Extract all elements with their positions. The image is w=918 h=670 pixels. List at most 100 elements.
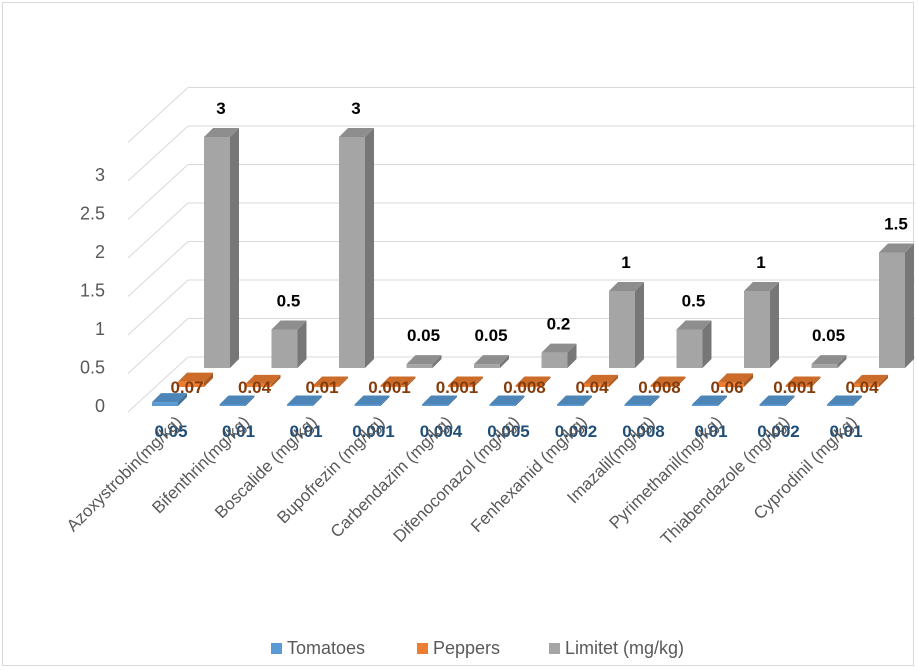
- chart-plot: 0 0.5 1 1.5 2 2.5 3 3 0.5 3 0.05 0.05 0.2 1 0.5 1 0.05 1…: [63, 87, 915, 658]
- series-peppers: [178, 372, 888, 387]
- bar-front: [380, 385, 407, 387]
- bar: [313, 376, 348, 387]
- y-tick-label: 0.5: [80, 358, 105, 378]
- bar-front: [624, 404, 651, 406]
- bar-side: [204, 372, 213, 387]
- bar-top: [489, 395, 525, 405]
- bar-top: [406, 355, 442, 365]
- bar-side: [474, 376, 483, 387]
- data-label: 0.001: [368, 378, 411, 397]
- y-tick-label: 1.5: [80, 281, 105, 301]
- bar-top: [474, 355, 509, 365]
- bar-side: [339, 376, 348, 387]
- bar-front: [448, 385, 474, 387]
- data-label: 0.2: [547, 315, 571, 334]
- bar: [245, 374, 281, 387]
- data-label: 0.04: [238, 378, 272, 397]
- legend-swatch: [549, 643, 560, 654]
- bar-front: [489, 404, 516, 406]
- bar-top: [245, 374, 281, 384]
- bar-top: [380, 376, 416, 386]
- gridline-slant: [127, 318, 189, 374]
- bar-side: [609, 374, 618, 387]
- data-label: 0.002: [757, 422, 800, 441]
- legend-item: Limitet (mg/kg): [549, 638, 684, 658]
- data-label: 0.001: [436, 378, 479, 397]
- bar: [515, 376, 551, 387]
- series-bars: [152, 128, 914, 406]
- bar-top: [515, 376, 551, 386]
- bar-front: [287, 404, 313, 406]
- data-label: 0.01: [222, 422, 255, 441]
- data-label: 0.008: [503, 378, 546, 397]
- bar-top: [853, 374, 888, 384]
- bar-front: [152, 402, 178, 406]
- bar-front: [406, 364, 433, 368]
- bar-top: [541, 343, 577, 353]
- data-label: 0.001: [773, 378, 816, 397]
- bar-top: [811, 355, 847, 365]
- bar-side: [744, 373, 753, 387]
- bar-side: [500, 355, 509, 368]
- legend-item: Peppers: [417, 638, 500, 658]
- y-axis-ticks: 0 0.5 1 1.5 2 2.5 3: [80, 165, 105, 416]
- bar-top: [448, 376, 483, 386]
- data-label: 3: [351, 99, 360, 118]
- legend-item: Tomatoes: [271, 638, 365, 658]
- bar-front: [219, 404, 246, 406]
- bar-side: [567, 343, 577, 368]
- bar-top: [827, 395, 862, 405]
- bar-side: [676, 376, 686, 387]
- bar-top: [676, 320, 712, 330]
- data-label: 3: [216, 99, 225, 118]
- y-tick-label: 3: [95, 165, 105, 185]
- bar-top: [557, 395, 592, 405]
- data-label: 1: [621, 253, 630, 272]
- bar-front: [811, 364, 838, 368]
- bar-side: [702, 320, 712, 368]
- gridline-slant: [127, 87, 189, 143]
- legend-swatch: [271, 643, 282, 654]
- bar-top: [422, 395, 457, 405]
- bar-side: [770, 282, 779, 368]
- bar: [785, 376, 821, 387]
- bar: [541, 343, 577, 368]
- bar-front: [692, 404, 718, 406]
- bar: [271, 320, 307, 368]
- bar-front: [245, 383, 272, 387]
- bar: [759, 395, 795, 406]
- bar-side: [635, 282, 644, 368]
- data-label: 1: [756, 253, 765, 272]
- bar: [827, 395, 862, 406]
- y-tick-label: 2.5: [80, 204, 105, 224]
- y-tick-label: 0: [95, 396, 105, 416]
- data-label: 0.01: [305, 378, 338, 397]
- bar-side: [879, 374, 888, 387]
- data-label: 0.04: [845, 378, 879, 397]
- bar-side: [853, 395, 862, 406]
- bar: [557, 395, 592, 406]
- bar-side: [432, 355, 442, 368]
- bar-top: [152, 393, 187, 403]
- bar-front: [541, 352, 568, 368]
- bar-front: [557, 404, 583, 406]
- bar-top: [313, 376, 348, 386]
- bar-front: [339, 137, 365, 368]
- y-tick-label: 2: [95, 242, 105, 262]
- bar: [811, 355, 847, 368]
- bar-top: [879, 243, 914, 253]
- data-label: 0.04: [575, 378, 609, 397]
- bar: [853, 374, 888, 387]
- bar-side: [271, 374, 281, 387]
- data-label: 0.01: [829, 422, 862, 441]
- bar-side: [365, 128, 374, 368]
- bar-front: [650, 385, 677, 387]
- bar-side: [297, 320, 307, 368]
- data-label: 1.5: [884, 215, 908, 234]
- bar-top: [650, 376, 686, 386]
- data-label: 0.001: [352, 422, 395, 441]
- bar-side: [718, 395, 727, 406]
- bar-top: [692, 395, 727, 405]
- bar-front: [422, 404, 448, 406]
